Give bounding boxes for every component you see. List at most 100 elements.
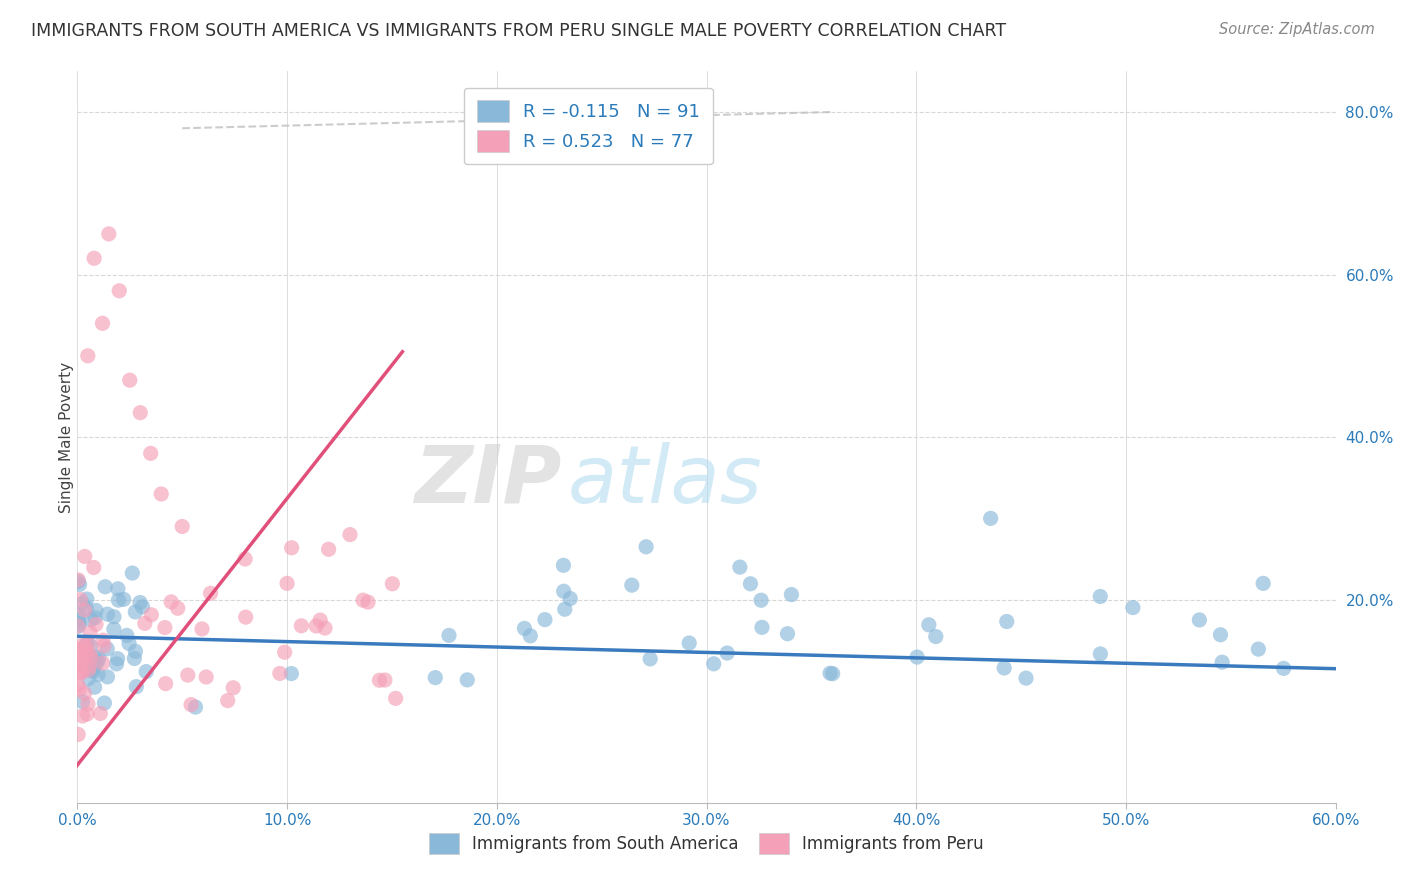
Point [905, 650, 928, 665]
Point [70, 665, 93, 680]
Point [67, 574, 90, 589]
Point [1188, 613, 1211, 627]
Point [115, 628, 138, 642]
Point [217, 693, 239, 707]
Point [131, 599, 153, 614]
Point [177, 668, 200, 682]
Point [89, 706, 111, 721]
Point [305, 619, 328, 633]
Point [67, 573, 90, 587]
Point [374, 673, 396, 687]
Point [87, 654, 110, 668]
Point [75, 649, 97, 664]
Point [93, 639, 115, 653]
Point [96, 670, 118, 684]
Point [751, 620, 773, 634]
Point [560, 591, 582, 606]
Point [716, 646, 738, 660]
Point [87, 651, 110, 665]
Point [107, 593, 129, 607]
Point [1090, 647, 1112, 661]
Point [153, 621, 176, 635]
Point [73, 603, 96, 617]
Point [749, 593, 772, 607]
Point [273, 645, 295, 659]
Point [233, 552, 256, 566]
Point [97, 227, 120, 241]
Point [381, 576, 404, 591]
Point [112, 592, 135, 607]
Point [918, 617, 941, 632]
Point [553, 584, 575, 599]
Point [980, 511, 1002, 525]
Point [118, 373, 141, 387]
Point [740, 576, 762, 591]
Point [636, 540, 658, 554]
Point [76, 349, 98, 363]
Point [118, 636, 141, 650]
Point [1090, 590, 1112, 604]
Point [200, 586, 222, 600]
Point [280, 541, 302, 555]
Point [67, 613, 90, 627]
Point [83, 252, 105, 266]
Point [129, 406, 152, 420]
Point [1272, 661, 1295, 675]
Legend: Immigrants from South America, Immigrants from Peru: Immigrants from South America, Immigrant… [422, 827, 991, 860]
Point [66, 642, 89, 657]
Point [80, 639, 103, 653]
Point [318, 542, 340, 557]
Point [150, 487, 173, 501]
Point [91, 316, 114, 330]
Point [1122, 600, 1144, 615]
Point [72, 596, 94, 610]
Point [166, 601, 188, 615]
Point [1209, 628, 1232, 642]
Point [67, 619, 90, 633]
Point [83, 665, 105, 679]
Point [124, 644, 146, 658]
Point [160, 595, 183, 609]
Point [77, 672, 100, 686]
Point [94, 580, 117, 594]
Point [235, 610, 257, 624]
Point [437, 628, 460, 642]
Point [139, 446, 162, 460]
Point [456, 673, 478, 687]
Point [69, 657, 91, 672]
Point [73, 642, 96, 657]
Point [309, 613, 332, 627]
Point [925, 630, 948, 644]
Point [703, 657, 725, 671]
Point [82, 662, 104, 676]
Point [67, 666, 90, 681]
Point [91, 633, 114, 648]
Point [67, 616, 90, 631]
Point [108, 284, 131, 298]
Point [513, 621, 536, 635]
Point [141, 607, 163, 622]
Point [1251, 576, 1274, 591]
Point [290, 619, 312, 633]
Point [83, 680, 105, 694]
Point [84, 603, 107, 617]
Point [1211, 655, 1233, 669]
Point [91, 656, 114, 670]
Point [66, 619, 89, 633]
Point [368, 673, 391, 688]
Point [357, 595, 380, 609]
Y-axis label: Single Male Poverty: Single Male Poverty [59, 361, 73, 513]
Point [67, 727, 90, 741]
Point [76, 636, 98, 650]
Point [77, 663, 100, 677]
Point [84, 657, 107, 671]
Point [384, 691, 406, 706]
Point [103, 609, 125, 624]
Text: Source: ZipAtlas.com: Source: ZipAtlas.com [1219, 22, 1375, 37]
Point [124, 651, 146, 665]
Point [125, 680, 148, 694]
Point [69, 592, 91, 607]
Point [67, 608, 90, 623]
Point [553, 558, 575, 573]
Point [821, 666, 844, 681]
